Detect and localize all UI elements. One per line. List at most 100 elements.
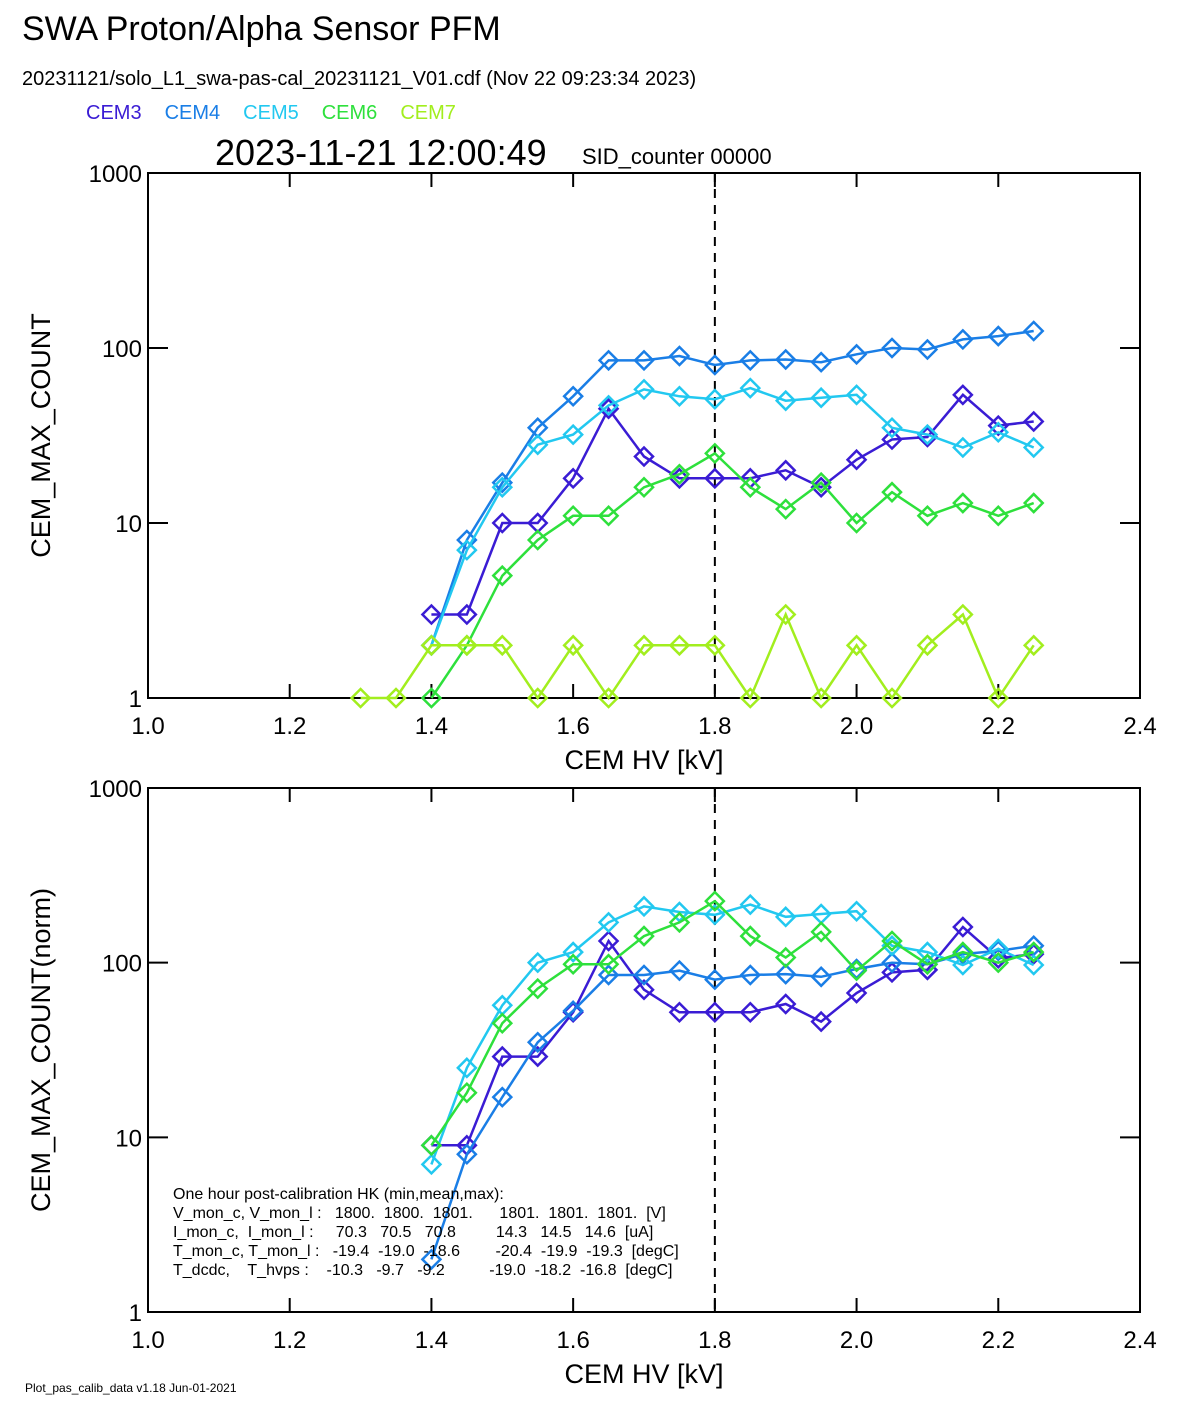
data-point <box>1022 954 1045 976</box>
y-tick-label: 100 <box>102 336 142 363</box>
data-point <box>597 953 620 975</box>
data-point <box>739 893 762 916</box>
data-point <box>633 964 655 986</box>
data-point <box>420 1134 443 1157</box>
data-point <box>633 895 655 918</box>
data-point <box>916 953 939 975</box>
x-tick-label: 1.6 <box>556 1327 589 1354</box>
data-point <box>987 504 1010 527</box>
x-tick-label: 1.6 <box>556 713 589 740</box>
data-point <box>845 448 868 471</box>
data-point <box>845 982 868 1004</box>
data-point <box>916 423 939 446</box>
data-point <box>562 467 584 490</box>
data-point <box>916 634 939 657</box>
data-point <box>633 978 655 1001</box>
data-point <box>810 687 832 709</box>
subtitle: 20231121/solo_L1_swa-pas-cal_20231121_V0… <box>22 68 696 90</box>
x-axis-title: CEM HV [kV] <box>564 1359 723 1389</box>
data-point <box>774 348 797 371</box>
data-point <box>491 564 514 587</box>
data-point <box>774 993 797 1015</box>
data-point <box>491 1045 514 1068</box>
data-point <box>704 388 726 410</box>
data-point <box>810 471 832 494</box>
annotation: T_mon_c, T_mon_l : -19.4 -19.0 -18.6 -20… <box>173 1243 679 1260</box>
data-point <box>562 1000 584 1022</box>
data-point <box>810 966 832 988</box>
data-point <box>774 498 797 520</box>
data-point <box>845 512 868 534</box>
y-tick-label: 1 <box>129 686 142 713</box>
y-tick-label: 1000 <box>89 161 142 188</box>
data-point <box>668 911 691 934</box>
data-point <box>704 968 726 991</box>
data-point <box>845 900 868 923</box>
annotation: T_dcdc, T_hvps : -10.3 -9.7 -9.2 -19.0 -… <box>173 1262 673 1279</box>
data-point <box>810 1010 832 1033</box>
data-point <box>420 603 443 626</box>
x-tick-label: 1.8 <box>698 713 731 740</box>
data-point <box>349 687 372 709</box>
data-point <box>916 941 939 963</box>
data-point <box>633 349 655 372</box>
data-point <box>420 1248 443 1271</box>
data-point <box>810 386 832 409</box>
footer: Plot_pas_calib_data v1.18 Jun-01-2021 <box>25 1381 237 1395</box>
data-point <box>526 529 549 551</box>
data-point <box>739 1001 762 1024</box>
data-point <box>597 964 620 986</box>
x-tick-label: 1.0 <box>131 713 164 740</box>
data-point <box>526 1031 549 1054</box>
data-point <box>952 492 974 514</box>
y-tick-label: 10 <box>115 1125 142 1152</box>
annotation: V_mon_c, V_mon_l : 1800. 1800. 1801. 180… <box>173 1205 666 1222</box>
data-point <box>668 959 691 982</box>
x-tick-label: 1.4 <box>415 713 448 740</box>
data-point <box>1022 943 1045 965</box>
data-point <box>562 385 584 408</box>
x-tick-label: 2.2 <box>982 713 1015 740</box>
x-tick-label: 2.0 <box>840 713 873 740</box>
data-point <box>774 946 797 969</box>
data-point <box>456 1143 478 1166</box>
data-point <box>526 687 549 709</box>
data-point <box>881 337 903 359</box>
data-point <box>526 433 549 456</box>
y-axis-title: CEM_MAX_COUNT(norm) <box>26 888 56 1212</box>
data-point <box>881 428 903 451</box>
data-point <box>845 634 868 657</box>
series-line <box>431 393 1034 616</box>
data-point <box>952 916 974 938</box>
data-point <box>562 504 584 527</box>
annotation: I_mon_c, I_mon_l : 70.3 70.5 70.8 14.3 1… <box>173 1224 653 1241</box>
timestamp: 2023-11-21 12:00:49 <box>215 132 547 173</box>
data-point <box>562 634 584 657</box>
data-point <box>739 377 762 399</box>
data-point <box>881 930 903 952</box>
counter: SID_counter 00000 <box>582 144 772 169</box>
legend-entry: CEM5 <box>243 102 299 124</box>
data-point <box>597 911 620 934</box>
data-point <box>1022 941 1045 963</box>
y-tick-label: 1000 <box>89 776 142 803</box>
data-point <box>810 921 832 943</box>
data-point <box>774 389 797 412</box>
data-point <box>987 421 1010 444</box>
data-point <box>526 977 549 1000</box>
legend-entry: CEM6 <box>322 102 378 124</box>
data-point <box>704 1001 726 1024</box>
data-point <box>456 1081 478 1104</box>
data-point <box>1022 410 1045 433</box>
data-point <box>491 1012 514 1035</box>
data-point <box>739 687 762 709</box>
series-line <box>430 903 1035 1165</box>
plot-frame <box>147 787 1141 1313</box>
annotation: One hour post-calibration HK (min,mean,m… <box>173 1186 504 1203</box>
data-point <box>774 906 797 928</box>
data-point <box>633 445 655 468</box>
data-point <box>597 504 620 527</box>
data-point <box>491 1086 514 1108</box>
data-point <box>774 459 797 482</box>
data-point <box>774 603 797 626</box>
